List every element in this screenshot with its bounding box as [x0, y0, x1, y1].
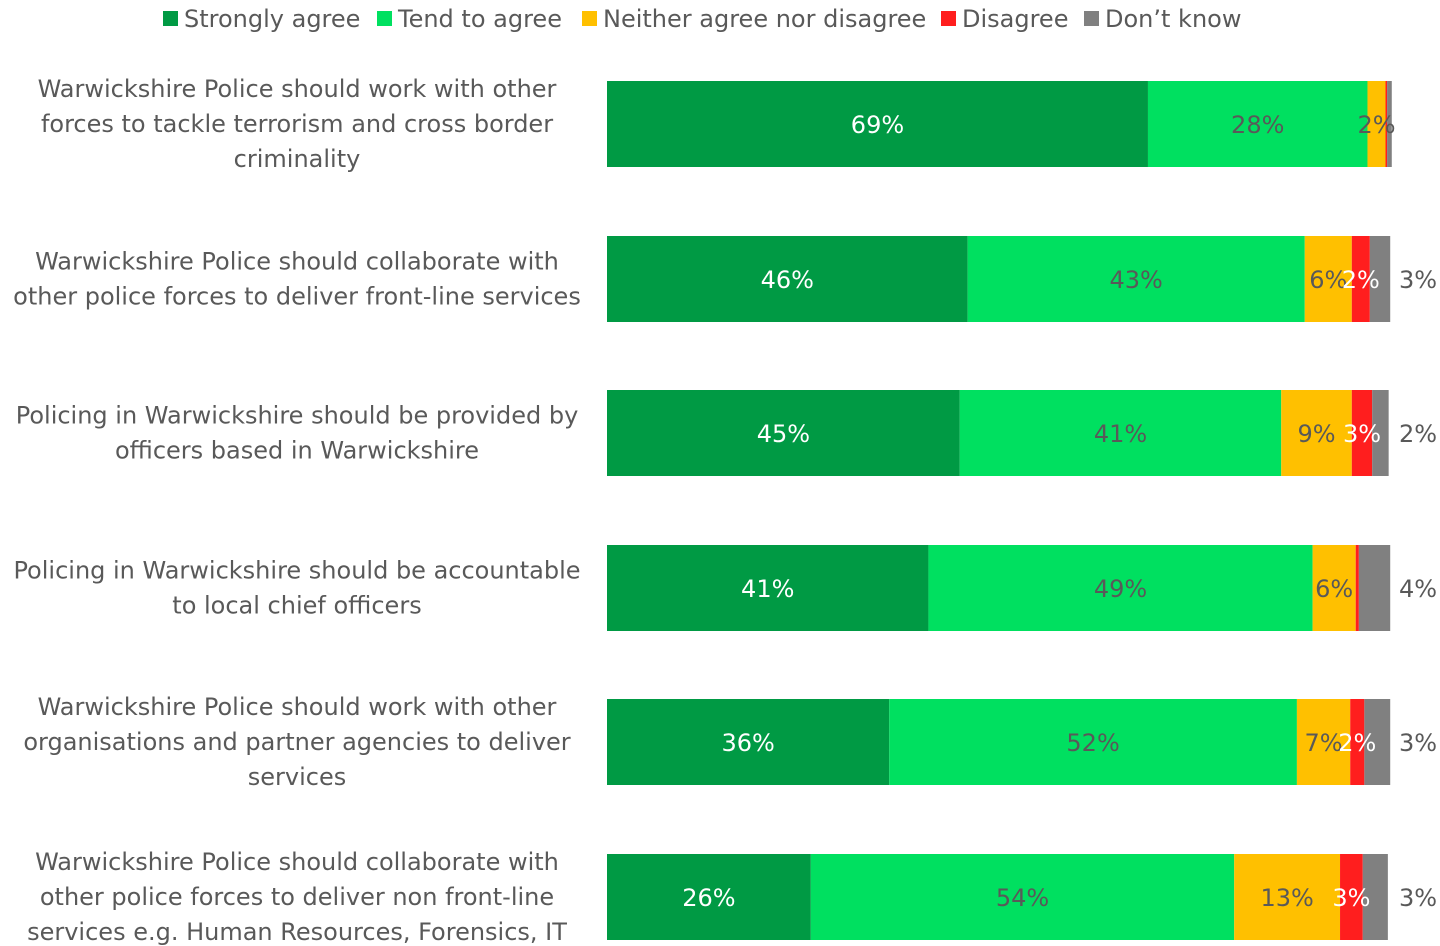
bar-segment	[1369, 236, 1391, 322]
bar-segment	[959, 390, 1282, 476]
legend-swatch	[582, 11, 597, 26]
bar-segment	[1367, 81, 1386, 167]
bar-segment	[1355, 545, 1359, 631]
bar-segment	[1364, 699, 1391, 785]
bar-segment	[1234, 854, 1341, 940]
legend-label: Disagree	[962, 5, 1068, 33]
legend-label: Neither agree nor disagree	[603, 5, 926, 33]
bar-segment	[1351, 390, 1373, 476]
data-label: 41%	[1094, 420, 1147, 448]
data-label: 69%	[851, 111, 904, 139]
bar-segment	[1147, 81, 1368, 167]
legend-label: Strongly agree	[184, 5, 360, 33]
legend-item: Tend to agree	[377, 5, 562, 33]
legend-item: Don’t know	[1084, 5, 1241, 33]
data-label: 45%	[757, 420, 810, 448]
data-label: 6%	[1309, 266, 1347, 294]
bar-segment	[607, 390, 960, 476]
legend: Strongly agree Tend to agree Neither agree…	[163, 5, 1241, 33]
data-label: 4%	[1399, 575, 1437, 603]
bar-segment	[607, 854, 811, 940]
category-label: Warwickshire Police should work with oth…	[23, 693, 570, 791]
data-label: 43%	[1110, 266, 1163, 294]
data-label: 13%	[1260, 884, 1313, 912]
legend-item: Disagree	[941, 5, 1068, 33]
data-label: 36%	[721, 729, 774, 757]
bar-segment	[1358, 545, 1391, 631]
bar-segment	[928, 545, 1313, 631]
data-label: 2%	[1342, 266, 1380, 294]
bar-segment	[1385, 81, 1388, 167]
data-labels: 69% 28% 2%46% 43% 6%2% 3%45% 41% 9% 3% 2%41% 49% 6%…	[682, 111, 1437, 912]
legend-swatch	[941, 11, 956, 26]
data-label: 3%	[1343, 420, 1381, 448]
data-label: 6%	[1315, 575, 1353, 603]
bar-segment	[1350, 699, 1365, 785]
category-label: Warwickshire Police should collaborate w…	[13, 248, 581, 311]
bar-segment	[889, 699, 1297, 785]
data-label: 9%	[1297, 420, 1335, 448]
data-label: 3%	[1399, 266, 1437, 294]
bar-segment	[607, 236, 968, 322]
category-label: Warwickshire Police should collaborate w…	[27, 848, 567, 946]
legend-item: Strongly agree	[163, 5, 360, 33]
data-label: 2%	[1399, 420, 1437, 448]
bar-segment	[1296, 699, 1351, 785]
data-label: 3%	[1399, 884, 1437, 912]
data-label: 49%	[1094, 575, 1147, 603]
category-label: Policing in Warwickshire should be provi…	[16, 402, 579, 465]
bar-segment	[1351, 236, 1370, 322]
data-label: 46%	[761, 266, 814, 294]
legend-label: Tend to agree	[397, 5, 562, 33]
data-label: 54%	[996, 884, 1049, 912]
bar-segment	[1281, 390, 1352, 476]
data-label: 3%	[1399, 729, 1437, 757]
data-label: 41%	[741, 575, 794, 603]
bar-segment	[1372, 390, 1389, 476]
bar-segment	[607, 699, 890, 785]
data-label: 2%	[1338, 729, 1376, 757]
legend-item: Neither agree nor disagree	[582, 5, 926, 33]
category-labels: Warwickshire Police should work with oth…	[13, 75, 581, 946]
bars	[607, 81, 1392, 940]
bar-segment	[1312, 545, 1356, 631]
legend-swatch	[377, 11, 392, 26]
data-label: 3%	[1332, 884, 1370, 912]
bar-segment	[810, 854, 1235, 940]
data-label: 7%	[1305, 729, 1343, 757]
bar-segment	[1387, 81, 1392, 167]
data-label: 2%	[1357, 111, 1395, 139]
bar-segment	[607, 81, 1148, 167]
bar-segment	[1340, 854, 1363, 940]
data-label: 28%	[1231, 111, 1284, 139]
legend-swatch	[1084, 11, 1099, 26]
bar-segment	[1304, 236, 1352, 322]
bar-segment	[967, 236, 1305, 322]
data-label: 52%	[1066, 729, 1119, 757]
bar-segment	[607, 545, 929, 631]
legend-label: Don’t know	[1105, 5, 1241, 33]
category-label: Warwickshire Police should work with oth…	[38, 75, 557, 173]
bar-segment	[1362, 854, 1388, 940]
legend-swatch	[163, 11, 178, 26]
category-label: Policing in Warwickshire should be accou…	[13, 557, 580, 620]
data-label: 26%	[682, 884, 735, 912]
